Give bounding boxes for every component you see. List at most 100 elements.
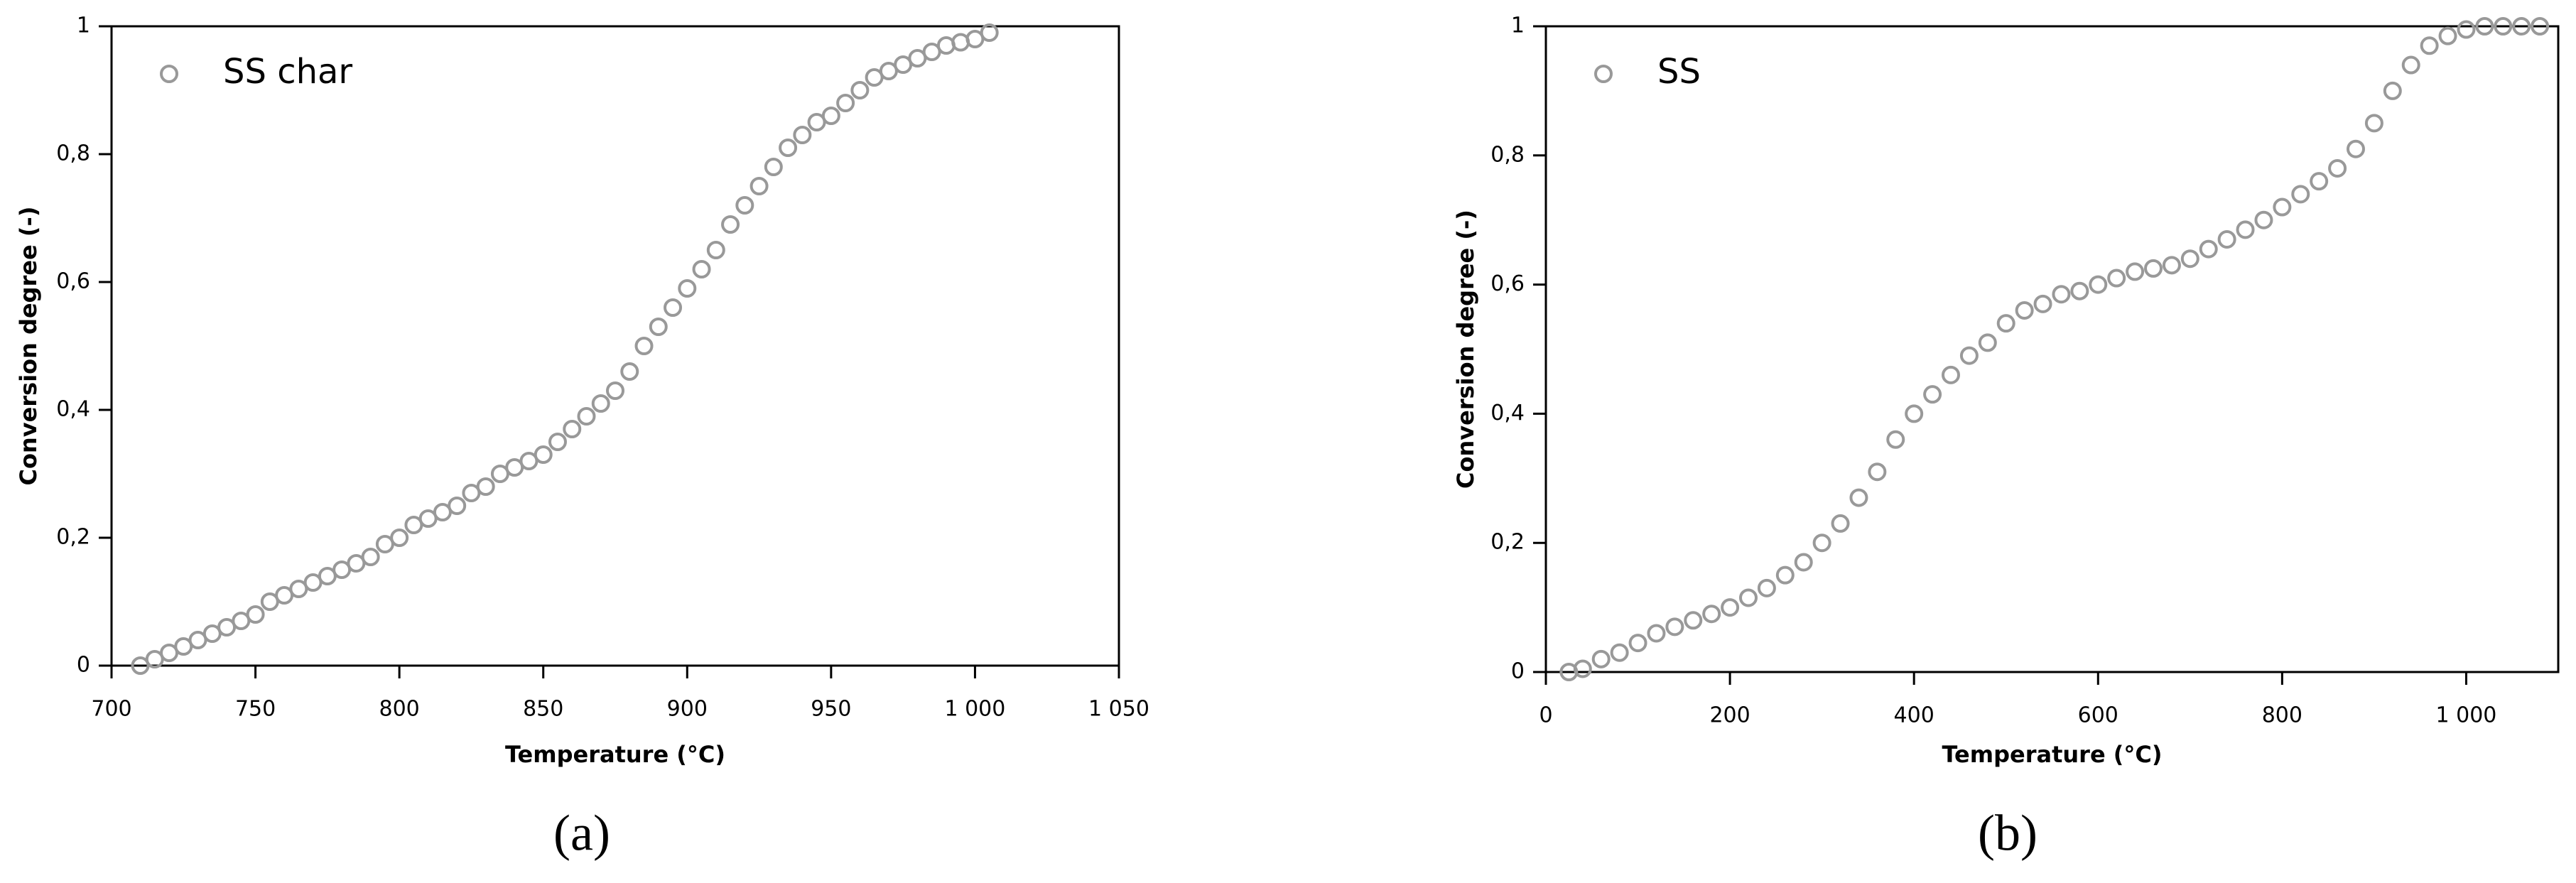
y-tick-label: 0,6 <box>1490 271 1525 296</box>
data-point <box>2089 275 2108 294</box>
data-point <box>1886 430 1905 449</box>
data-point <box>2531 17 2550 36</box>
x-tick-label: 800 <box>2262 703 2302 728</box>
data-point <box>1849 488 1868 507</box>
data-point <box>1905 404 1924 423</box>
data-point <box>1868 462 1887 482</box>
data-point <box>1757 578 1776 597</box>
data-point <box>361 548 380 566</box>
y-axis-title: Conversion degree (-) <box>1452 210 1479 489</box>
x-tick-label: 800 <box>379 697 420 722</box>
data-point <box>2383 81 2402 100</box>
data-point <box>2401 55 2420 75</box>
legend-marker <box>160 65 178 83</box>
x-axis-title: Temperature (°C) <box>1942 741 2162 768</box>
data-point <box>2310 172 2329 191</box>
y-tick-label: 0,6 <box>56 269 90 294</box>
y-tick-label: 0,8 <box>1490 142 1525 167</box>
data-point <box>548 433 567 451</box>
plot-frame <box>1544 25 2560 673</box>
data-point <box>2180 249 2199 269</box>
data-point <box>2254 210 2273 229</box>
data-point <box>2070 281 2089 300</box>
data-point <box>2475 17 2494 36</box>
data-point <box>678 279 697 298</box>
data-point <box>749 177 769 195</box>
data-point <box>448 497 467 515</box>
y-axis-title: Conversion degree (-) <box>15 207 42 486</box>
data-point <box>706 241 725 259</box>
y-tick-label: 0,2 <box>56 525 90 550</box>
data-point <box>1831 514 1850 533</box>
x-tick-label: 600 <box>2078 703 2118 728</box>
legend-label: SS char <box>223 52 352 92</box>
data-point <box>1959 346 1979 365</box>
x-tick-label: 400 <box>1894 703 1934 728</box>
data-point <box>1978 333 1997 352</box>
data-point <box>1923 385 1942 404</box>
data-point <box>649 318 668 336</box>
data-point <box>2033 294 2052 313</box>
data-point <box>764 158 783 176</box>
data-point <box>850 81 870 99</box>
data-point <box>2217 229 2236 249</box>
legend-label: SS <box>1657 52 1701 92</box>
data-point <box>246 605 265 624</box>
data-point <box>1942 365 1960 384</box>
data-point <box>1775 565 1795 585</box>
data-point <box>1573 659 1592 678</box>
data-point <box>606 381 624 400</box>
panel-label: (a) <box>553 805 610 862</box>
data-point <box>1665 617 1684 636</box>
data-point <box>2438 26 2457 45</box>
data-point <box>577 407 596 426</box>
y-tick-label: 0 <box>77 653 90 678</box>
data-point <box>1702 605 1721 624</box>
data-point <box>2512 17 2531 36</box>
data-point <box>2420 36 2439 55</box>
y-tick-label: 1 <box>77 13 90 38</box>
data-point <box>2199 239 2218 259</box>
data-point <box>2364 114 2383 133</box>
x-tick-label: 200 <box>1709 703 1750 728</box>
data-point <box>620 362 639 381</box>
data-point <box>634 337 654 355</box>
data-point <box>2328 158 2347 178</box>
data-point <box>1610 643 1629 662</box>
data-point <box>476 477 495 496</box>
data-point <box>1591 649 1611 668</box>
data-point <box>1647 624 1666 643</box>
plot-frame <box>110 25 1120 667</box>
data-point <box>1794 553 1813 572</box>
y-tick-label: 0,8 <box>56 141 90 166</box>
data-point <box>2162 256 2181 275</box>
data-point <box>836 94 855 112</box>
data-point <box>2107 269 2126 288</box>
data-point <box>390 529 409 547</box>
legend-marker <box>1594 65 1613 83</box>
data-point <box>2291 185 2310 204</box>
data-point <box>2052 285 2071 304</box>
data-point <box>1996 314 2015 333</box>
x-tick-label: 1 000 <box>944 697 1005 722</box>
x-tick-label: 750 <box>235 697 276 722</box>
data-point <box>664 298 683 317</box>
x-tick-label: 1 050 <box>1088 697 1149 722</box>
data-point <box>1812 533 1831 553</box>
data-point <box>2347 139 2365 158</box>
data-point <box>793 126 812 144</box>
y-tick-label: 0 <box>1511 659 1525 684</box>
panel-label: (b) <box>1978 805 2037 862</box>
data-point <box>1684 611 1703 630</box>
y-tick-label: 1 <box>1511 13 1525 38</box>
data-point <box>1628 634 1647 653</box>
x-tick-label: 700 <box>91 697 131 722</box>
x-tick-label: 1 000 <box>2436 703 2497 728</box>
data-point <box>2236 220 2255 239</box>
y-tick-label: 0,2 <box>1490 530 1525 555</box>
data-point <box>692 260 711 278</box>
x-tick-label: 900 <box>667 697 708 722</box>
data-point <box>1739 588 1758 607</box>
x-axis-title: Temperature (°C) <box>505 741 725 768</box>
